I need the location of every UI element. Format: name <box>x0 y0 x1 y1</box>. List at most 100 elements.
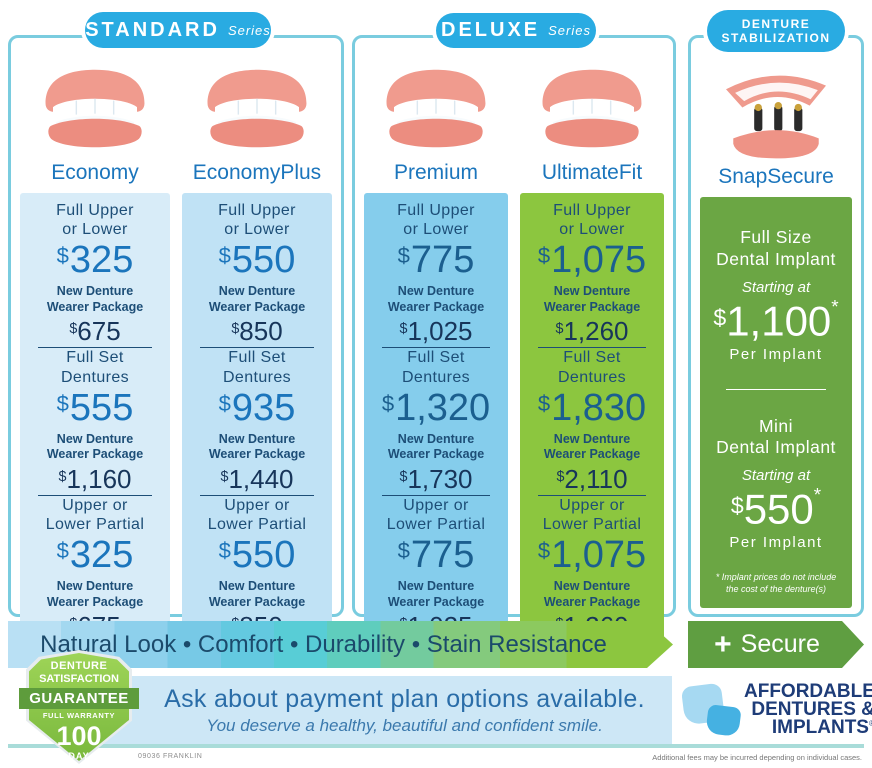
package-label: New Denture Wearer Package <box>387 431 485 462</box>
secure-banner-text: Secure <box>740 630 820 658</box>
item-price: $1,100* <box>713 296 839 345</box>
deluxe-series-title: DELUXE <box>441 19 541 41</box>
column-premium: Premium Full Upper or Lower $775 New Den… <box>364 60 508 651</box>
payment-title: Ask about payment plan options available… <box>164 684 645 713</box>
package-price: $2,110 <box>556 463 628 494</box>
item-price: $325 <box>56 239 134 282</box>
package-price: $1,025 <box>399 316 473 347</box>
price-item: Full Upper or Lower $325 New Denture Wea… <box>24 201 166 347</box>
price-item: Upper or Lower Partial $550 New Denture … <box>186 496 328 642</box>
guarantee-day-label: DAY <box>53 751 104 761</box>
guarantee-warranty: FULL WARRANTY <box>42 711 116 721</box>
implant-price-item: Mini Dental Implant Starting at $550* Pe… <box>708 416 844 552</box>
divider <box>38 347 152 349</box>
price-item: Full Upper or Lower $1,075 New Denture W… <box>524 201 660 347</box>
price-item: Full Set Dentures $935 New Denture Weare… <box>186 348 328 494</box>
item-title: Upper or Lower Partial <box>386 496 486 534</box>
standard-series-badge: STANDARD Series <box>85 12 271 48</box>
implant-denture-photo <box>706 60 846 162</box>
column-ultimatefit: UltimateFit Full Upper or Lower $1,075 N… <box>520 60 664 651</box>
per-implant-label: Per Implant <box>729 534 823 552</box>
denture-photo <box>366 60 506 158</box>
denture-stabilization-section: SnapSecure Full Size Dental Implant Star… <box>688 35 864 617</box>
stabilization-line2: STABILIZATION <box>721 31 831 45</box>
deluxe-series-section: Premium Full Upper or Lower $775 New Den… <box>352 35 676 651</box>
item-title: Upper or Lower Partial <box>542 496 642 534</box>
denture-illustration <box>207 69 307 148</box>
item-title: Mini Dental Implant <box>716 415 836 458</box>
payment-subtitle: You deserve a healthy, beautiful and con… <box>206 715 603 735</box>
price-panel-economyplus: Full Upper or Lower $550 New Denture Wea… <box>182 193 332 651</box>
package-label: New Denture Wearer Package <box>208 284 306 314</box>
package-price: $1,440 <box>220 463 294 494</box>
price-item: Full Set Dentures $555 New Denture Weare… <box>24 348 166 494</box>
logo-line1: AFFORDABLE <box>744 680 872 702</box>
price-panel-snapsecure: Full Size Dental Implant Starting at $1,… <box>700 197 852 608</box>
starting-at-label: Starting at <box>741 278 811 296</box>
standard-series-sub: Series <box>227 22 271 38</box>
denture-photo <box>25 60 165 158</box>
tooth-icon <box>680 679 744 741</box>
item-price: $1,075 <box>537 239 647 282</box>
item-title: Full Upper or Lower <box>397 202 475 239</box>
standard-series-title: STANDARD <box>85 18 220 41</box>
divider <box>725 388 827 390</box>
item-price: $550 <box>218 534 296 577</box>
price-item: Full Set Dentures $1,320 New Denture Wea… <box>368 348 504 494</box>
item-price: $550 <box>218 239 296 282</box>
item-price: $550* <box>730 485 822 534</box>
item-price: $325 <box>56 534 134 577</box>
denture-illustration <box>386 69 486 148</box>
item-price: $775 <box>397 239 475 282</box>
guarantee-badge: DENTURE SATISFACTION GUARANTEE FULL WARR… <box>18 650 140 764</box>
package-price: $1,160 <box>58 463 132 494</box>
price-item: Full Upper or Lower $550 New Denture Wea… <box>186 201 328 347</box>
package-label: New Denture Wearer Package <box>46 431 144 462</box>
divider <box>381 347 491 349</box>
divider <box>200 494 314 496</box>
logo-line3: IMPLANTS® <box>744 718 872 737</box>
asterisk: * <box>831 296 839 318</box>
guarantee-line2: SATISFACTION <box>39 672 119 685</box>
registered-mark: ® <box>868 718 872 728</box>
deluxe-series-badge: DELUXE Series <box>436 13 596 48</box>
item-title: Upper or Lower Partial <box>207 496 307 534</box>
price-item: Upper or Lower Partial $775 New Denture … <box>368 496 504 642</box>
denture-stabilization-badge: DENTURE STABILIZATION <box>707 10 845 52</box>
item-title: Full Upper or Lower <box>553 202 631 239</box>
package-label: New Denture Wearer Package <box>387 579 485 609</box>
item-price: $1,320 <box>381 386 491 429</box>
starting-at-label: Starting at <box>741 467 811 485</box>
divider <box>537 494 647 496</box>
divider <box>200 347 314 349</box>
implant-denture-illustration <box>726 75 826 159</box>
item-title: Full Set Dentures <box>60 349 130 386</box>
package-label: New Denture Wearer Package <box>543 431 641 462</box>
denture-illustration <box>45 69 145 148</box>
item-price: $1,830 <box>537 386 647 429</box>
package-label: New Denture Wearer Package <box>208 431 306 462</box>
per-implant-label: Per Implant <box>729 345 823 363</box>
column-economyplus: EconomyPlus Full Upper or Lower $550 New… <box>182 60 332 651</box>
price-panel-premium: Full Upper or Lower $775 New Denture Wea… <box>364 193 508 651</box>
denture-illustration <box>542 69 642 148</box>
payment-plan-panel: Ask about payment plan options available… <box>55 676 672 744</box>
standard-series-section: Economy Full Upper or Lower $325 New Den… <box>8 35 344 651</box>
logo-line2: DENTURES & <box>751 698 872 720</box>
package-label: New Denture Wearer Package <box>543 284 641 314</box>
disclaimer-text: Additional fees may be incurred dependin… <box>652 753 862 762</box>
item-title: Full Upper or Lower <box>218 202 296 239</box>
price-item: Full Set Dentures $1,830 New Denture Wea… <box>524 348 660 494</box>
divider <box>381 494 491 496</box>
features-banner-text: Natural Look • Comfort • Durability • St… <box>40 630 607 658</box>
package-label: New Denture Wearer Package <box>46 579 144 609</box>
deluxe-series-sub: Series <box>548 23 591 38</box>
column-snapsecure: SnapSecure Full Size Dental Implant Star… <box>700 60 852 608</box>
package-label: New Denture Wearer Package <box>46 284 144 314</box>
guarantee-days: 100 <box>56 721 102 752</box>
product-name: Economy <box>51 161 139 184</box>
package-label: New Denture Wearer Package <box>543 579 641 609</box>
price-item: Upper or Lower Partial $1,075 New Dentur… <box>524 496 660 642</box>
item-title: Full Upper or Lower <box>56 202 134 239</box>
